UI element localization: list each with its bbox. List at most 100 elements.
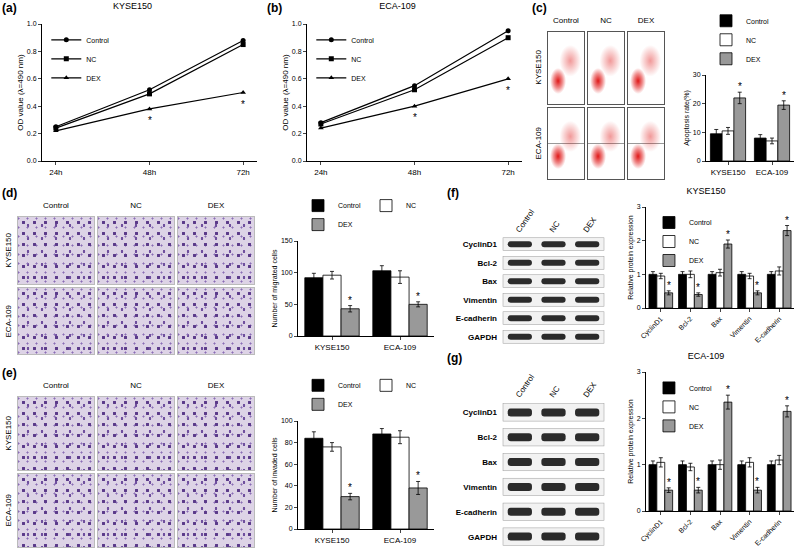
- svg-text:Vimentin: Vimentin: [463, 483, 497, 492]
- svg-text:1.0: 1.0: [27, 20, 37, 27]
- svg-text:Vimentin: Vimentin: [729, 315, 753, 339]
- svg-text:NC: NC: [406, 202, 416, 209]
- svg-text:*: *: [506, 85, 510, 96]
- svg-text:0: 0: [637, 304, 641, 311]
- svg-text:KYSE150: KYSE150: [315, 343, 350, 352]
- svg-text:2: 2: [637, 237, 641, 244]
- svg-text:Control: Control: [514, 208, 536, 234]
- svg-text:NC: NC: [548, 384, 562, 399]
- svg-text:*: *: [416, 470, 420, 481]
- svg-text:1.0: 1.0: [292, 20, 302, 27]
- svg-text:DEX: DEX: [338, 401, 353, 408]
- svg-text:20: 20: [285, 504, 293, 511]
- svg-text:60: 60: [285, 461, 293, 468]
- svg-text:Control: Control: [689, 219, 712, 226]
- svg-text:NC: NC: [689, 404, 699, 411]
- svg-text:KYSE150: KYSE150: [686, 186, 725, 196]
- svg-text:1: 1: [637, 271, 641, 278]
- svg-text:*: *: [348, 295, 352, 306]
- svg-text:10: 10: [693, 129, 701, 136]
- svg-text:*: *: [782, 90, 786, 101]
- svg-text:ECA-109: ECA-109: [379, 1, 416, 11]
- svg-text:NC: NC: [746, 37, 756, 44]
- svg-text:Bcl-2: Bcl-2: [477, 433, 497, 442]
- svg-text:2: 2: [637, 415, 641, 422]
- svg-text:NC: NC: [351, 56, 361, 63]
- svg-text:72h: 72h: [236, 168, 249, 177]
- svg-text:DEX: DEX: [581, 215, 598, 234]
- svg-text:Bax: Bax: [710, 518, 724, 532]
- svg-text:Apoptosis rate(%): Apoptosis rate(%): [683, 90, 691, 146]
- svg-text:0.4: 0.4: [27, 103, 37, 110]
- svg-text:100: 100: [281, 269, 293, 276]
- svg-text:1: 1: [637, 461, 641, 468]
- svg-text:30: 30: [693, 71, 701, 78]
- svg-text:*: *: [755, 476, 759, 487]
- svg-text:NC: NC: [689, 238, 699, 245]
- svg-text:*: *: [667, 280, 671, 291]
- svg-text:0.0: 0.0: [292, 157, 302, 164]
- svg-text:*: *: [785, 395, 789, 406]
- svg-text:CyclinD1: CyclinD1: [463, 240, 498, 249]
- svg-text:OD value (λ=490 nm): OD value (λ=490 nm): [16, 54, 25, 131]
- svg-text:0: 0: [289, 332, 293, 339]
- svg-text:Bcl-2: Bcl-2: [677, 315, 693, 331]
- svg-text:ECA-109: ECA-109: [756, 168, 789, 177]
- svg-text:100: 100: [281, 417, 293, 424]
- svg-text:*: *: [726, 384, 730, 395]
- svg-text:Relative protein expression: Relative protein expression: [627, 399, 635, 484]
- svg-text:GAPDH: GAPDH: [468, 533, 497, 542]
- svg-text:*: *: [738, 81, 742, 92]
- svg-text:DEX: DEX: [351, 75, 366, 82]
- svg-text:ECA-109: ECA-109: [384, 343, 417, 352]
- svg-text:0.8: 0.8: [27, 48, 37, 55]
- svg-text:*: *: [696, 476, 700, 487]
- svg-text:3: 3: [637, 368, 641, 375]
- svg-text:0.2: 0.2: [27, 130, 37, 137]
- svg-text:DEX: DEX: [86, 75, 101, 82]
- svg-text:CyclinD1: CyclinD1: [639, 315, 665, 341]
- svg-text:Control: Control: [86, 37, 109, 44]
- svg-text:*: *: [726, 229, 730, 240]
- svg-text:48h: 48h: [143, 168, 156, 177]
- svg-text:0: 0: [637, 507, 641, 514]
- svg-text:NC: NC: [86, 56, 96, 63]
- svg-text:*: *: [241, 99, 245, 110]
- svg-text:Relative protein expression: Relative protein expression: [627, 215, 635, 300]
- svg-text:DEX: DEX: [581, 380, 598, 399]
- svg-text:Control: Control: [514, 373, 536, 399]
- svg-text:E-cadherin: E-cadherin: [753, 518, 782, 547]
- svg-text:Number of migrated cells: Number of migrated cells: [271, 249, 279, 327]
- svg-text:*: *: [696, 282, 700, 293]
- svg-text:0.8: 0.8: [292, 48, 302, 55]
- svg-text:0: 0: [289, 525, 293, 532]
- svg-text:24h: 24h: [49, 168, 62, 177]
- svg-text:Bcl-2: Bcl-2: [677, 518, 693, 534]
- svg-text:E-cadherin: E-cadherin: [753, 315, 782, 344]
- svg-text:150: 150: [281, 237, 293, 244]
- svg-text:0.2: 0.2: [292, 130, 302, 137]
- svg-text:NC: NC: [548, 219, 562, 234]
- svg-text:Vimentin: Vimentin: [729, 518, 753, 542]
- svg-text:KYSE150: KYSE150: [711, 168, 746, 177]
- svg-text:*: *: [148, 115, 152, 126]
- svg-text:*: *: [416, 291, 420, 302]
- svg-text:*: *: [667, 477, 671, 488]
- svg-text:0.6: 0.6: [292, 75, 302, 82]
- svg-text:Vimentin: Vimentin: [463, 296, 497, 305]
- svg-text:Bax: Bax: [482, 277, 497, 286]
- svg-text:80: 80: [285, 439, 293, 446]
- svg-text:24h: 24h: [314, 168, 327, 177]
- svg-text:0: 0: [697, 157, 701, 164]
- svg-text:ECA-109: ECA-109: [384, 536, 417, 545]
- svg-text:*: *: [413, 112, 417, 123]
- svg-text:Bcl-2: Bcl-2: [477, 259, 497, 268]
- svg-text:3: 3: [637, 203, 641, 210]
- svg-text:E-cadherin: E-cadherin: [456, 508, 497, 517]
- svg-text:48h: 48h: [408, 168, 421, 177]
- svg-text:DEX: DEX: [746, 56, 761, 63]
- svg-text:GAPDH: GAPDH: [468, 333, 497, 342]
- svg-text:40: 40: [285, 482, 293, 489]
- svg-text:50: 50: [285, 301, 293, 308]
- svg-text:DEX: DEX: [689, 257, 704, 264]
